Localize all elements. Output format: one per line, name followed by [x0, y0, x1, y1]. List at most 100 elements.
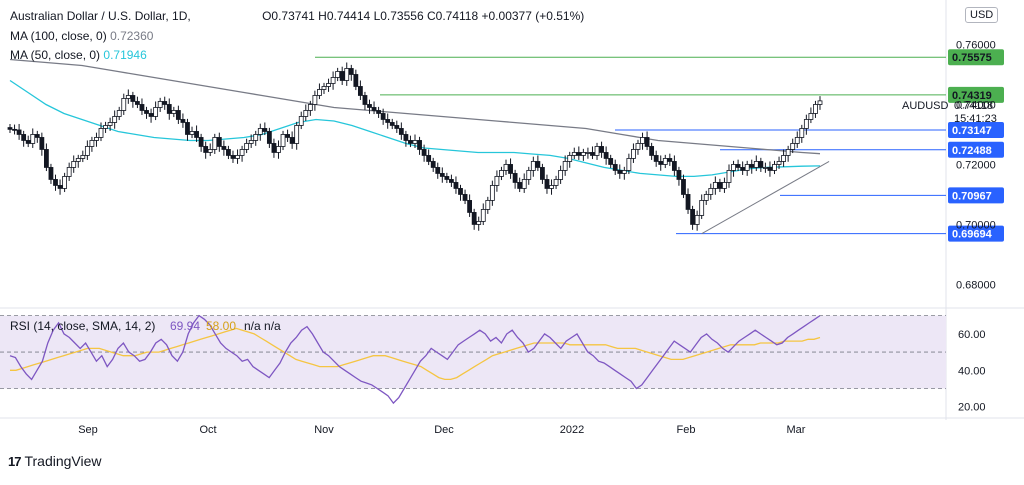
candle-down [230, 155, 236, 159]
time-tick-label: 2022 [560, 424, 584, 436]
candle-up [781, 155, 786, 162]
candle-up [84, 146, 90, 156]
candle-up [317, 89, 322, 96]
candle-down [767, 167, 773, 171]
candle-down [617, 170, 623, 174]
rsi-ma-line [10, 327, 821, 381]
candle-down [658, 161, 664, 165]
candle-up [726, 170, 732, 183]
tradingview-logo-icon: 17 [8, 453, 22, 469]
candle-down [48, 167, 54, 180]
ma100-line [9, 58, 821, 155]
candle-down [435, 167, 441, 174]
candle-down [444, 176, 450, 180]
candle-up [157, 101, 163, 108]
candle-down [139, 104, 145, 111]
candle-down [430, 161, 436, 168]
candle-down [544, 179, 550, 189]
candle-up [817, 100, 823, 105]
candle-up [494, 176, 500, 186]
close-value: 0.74118 [435, 9, 479, 23]
level-price-tag [948, 86, 1004, 103]
candle-down [194, 131, 199, 138]
candle-up [703, 194, 709, 201]
candle-up [121, 98, 127, 111]
candle-down [353, 74, 359, 87]
candle-down [162, 101, 168, 105]
candle-down [426, 155, 432, 162]
rsi-line [9, 314, 821, 405]
level-price-label: 0.75575 [952, 52, 992, 64]
candle-down [403, 134, 409, 141]
candle-up [171, 110, 177, 114]
candle-down [644, 137, 650, 147]
candle-up [813, 104, 818, 114]
level-price-tag [948, 49, 1004, 66]
low-value: 0.73556 [380, 9, 424, 23]
candle-down [389, 122, 395, 126]
rsi-ma-value: 58.00 [206, 319, 236, 333]
candle-down [39, 137, 45, 150]
candle-up [112, 116, 118, 123]
candle-down [576, 152, 582, 156]
candle-down [380, 113, 386, 120]
candle-up [94, 137, 99, 141]
candle-down [367, 104, 372, 108]
candle-down [612, 164, 618, 171]
candle-down [266, 131, 272, 144]
candle-up [553, 179, 559, 186]
candle-up [412, 140, 418, 144]
ma50-legend: MA (50, close, 0) 0.71946 [10, 48, 147, 62]
candle-up [276, 146, 281, 153]
candle-up [98, 128, 104, 138]
candle-up [75, 158, 81, 162]
candle-down [735, 164, 741, 168]
candle-down [394, 125, 400, 129]
candle-up [731, 164, 736, 171]
candle-down [262, 128, 268, 132]
candle-down [690, 209, 695, 225]
level-price-label: 0.73147 [952, 125, 992, 137]
candle-up [235, 155, 240, 159]
candle-down [608, 158, 614, 165]
candle-down [198, 137, 204, 147]
candle-down [685, 194, 691, 210]
rsi-pane: RSI (14, close, SMA, 14, 2) 69.94 58.00 n/a… [0, 314, 946, 405]
candle-up [699, 200, 705, 216]
candle-down [175, 110, 181, 120]
candle-down [25, 140, 31, 144]
open-value: 0.73741 [271, 9, 315, 23]
candle-up [71, 161, 77, 168]
tradingview-brand[interactable]: 17 TradingView [8, 453, 102, 469]
candle-down [758, 161, 764, 168]
candle-up [662, 158, 668, 165]
time-tick-label: Nov [314, 424, 334, 436]
candle-down [16, 129, 22, 135]
candle-down [285, 134, 290, 138]
candle-down [357, 86, 363, 96]
change-value: +0.00377 (+0.51%) [481, 9, 585, 23]
candles [7, 62, 823, 231]
candle-up [207, 149, 213, 153]
candle-down [517, 182, 523, 189]
candle-up [307, 104, 313, 111]
candle-down [421, 149, 427, 156]
price-tick-label: 0.72000 [956, 159, 996, 171]
price-tick-label: 0.68000 [956, 279, 996, 291]
candle-up [80, 155, 86, 159]
ma100-value: 0.72360 [110, 29, 154, 43]
time-tick-label: Oct [199, 424, 216, 436]
candle-up [558, 170, 564, 180]
level-price-label: 0.74319 [952, 90, 992, 102]
currency-badge[interactable]: USD [965, 7, 999, 23]
time-tick-label: Mar [787, 424, 806, 436]
candle-down [398, 128, 404, 135]
candle-down [348, 68, 354, 75]
candle-down [21, 134, 27, 141]
candle-up [66, 167, 72, 177]
candle-up [298, 116, 304, 126]
candle-down [185, 122, 190, 135]
candle-up [799, 128, 805, 138]
candle-up [62, 176, 68, 189]
